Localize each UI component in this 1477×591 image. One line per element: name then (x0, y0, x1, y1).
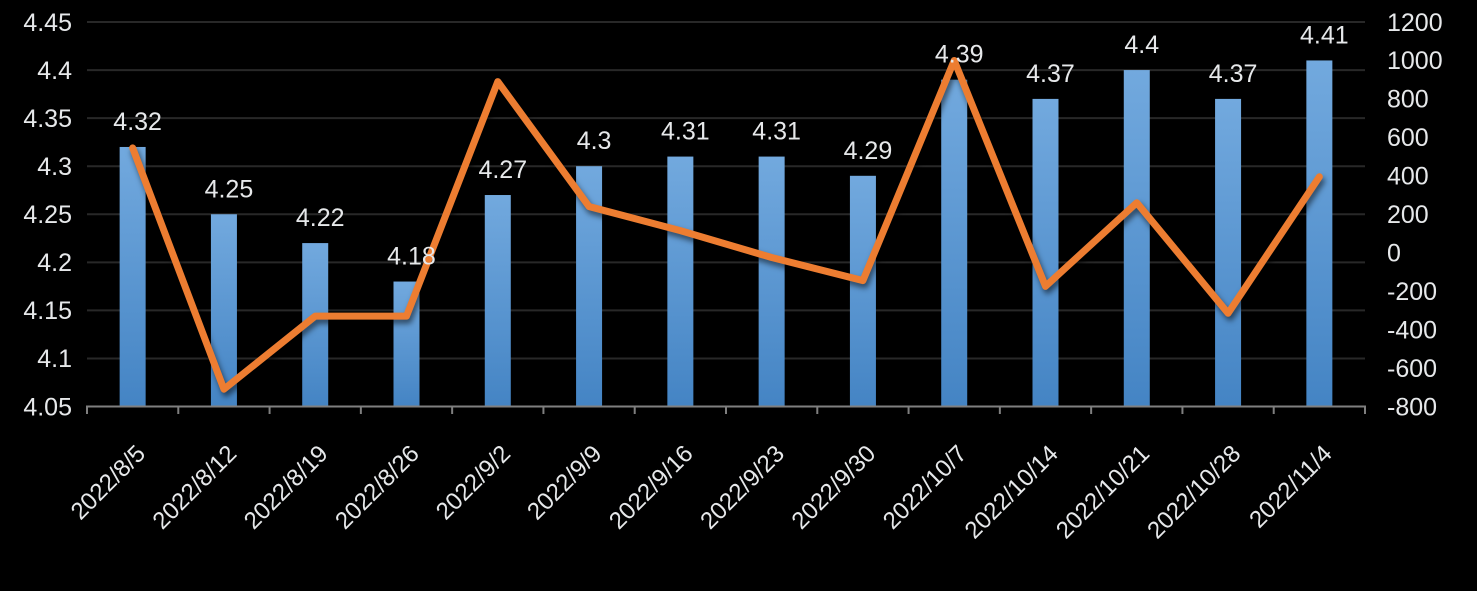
x-axis-tick-label: 2022/10/14 (960, 440, 1064, 544)
bar-data-label: 4.37 (1209, 60, 1258, 88)
left-axis-tick-label: 4.25 (23, 201, 72, 229)
x-axis-tick-label: 2022/8/26 (330, 440, 425, 535)
x-axis-tick-label: 2022/9/2 (431, 440, 516, 525)
right-axis-tick-label: 600 (1387, 124, 1429, 152)
right-axis-tick-label: 200 (1387, 201, 1429, 229)
bar (758, 156, 785, 407)
x-axis-tick-label: 2022/8/5 (66, 440, 151, 525)
bar (1123, 70, 1150, 407)
bar-data-label: 4.31 (752, 118, 801, 146)
line-series-path (129, 56, 1323, 393)
left-axis-tick-label: 4.35 (23, 105, 72, 133)
bar-data-label: 4.3 (577, 127, 612, 155)
bar-data-label: 4.4 (1124, 31, 1159, 59)
bar-data-label: 4.29 (844, 137, 893, 165)
left-axis-tick-label: 4.4 (37, 57, 72, 85)
bar-data-label: 4.18 (387, 243, 436, 271)
x-axis-tick-label: 2022/10/21 (1051, 440, 1155, 544)
bar-data-label: 4.25 (205, 175, 254, 203)
bar (1215, 98, 1242, 407)
right-axis-tick-label: 800 (1387, 86, 1429, 114)
bar (667, 156, 694, 407)
right-axis-tick-label: -600 (1387, 355, 1437, 383)
right-axis-tick-label: -200 (1387, 278, 1437, 306)
bar-data-label: 4.39 (935, 41, 984, 69)
left-axis-tick-label: 4.45 (23, 9, 72, 37)
x-axis-tick-label: 2022/8/12 (148, 440, 243, 535)
bar-data-label: 4.41 (1300, 21, 1349, 49)
bar (849, 175, 876, 407)
left-axis-tick-label: 4.2 (37, 249, 72, 277)
bar-data-label: 4.22 (296, 204, 345, 232)
right-axis-tick-label: -800 (1387, 393, 1437, 421)
right-axis-tick-label: 1200 (1387, 9, 1443, 37)
left-axis-tick-label: 4.05 (23, 393, 72, 421)
bar (484, 195, 511, 407)
x-axis-tick-label: 2022/9/16 (604, 440, 699, 535)
x-axis-tick-label: 2022/9/9 (522, 440, 607, 525)
x-axis-tick-label: 2022/11/4 (1244, 440, 1337, 533)
bar-data-label: 4.37 (1026, 60, 1075, 88)
right-axis-tick-label: 400 (1387, 163, 1429, 191)
x-axis-tick-label: 2022/9/23 (695, 440, 790, 535)
left-axis-tick-label: 4.3 (37, 153, 72, 181)
left-axis-tick-label: 4.1 (37, 345, 72, 373)
bar-data-label: 4.31 (661, 118, 710, 146)
x-axis-tick-label: 2022/10/7 (878, 440, 973, 535)
right-axis-tick-label: 0 (1387, 239, 1401, 267)
left-axis-tick-label: 4.15 (23, 297, 72, 325)
right-axis-tick-label: 1000 (1387, 47, 1443, 75)
x-axis-tick-label: 2022/10/28 (1142, 440, 1246, 544)
bar-data-label: 4.27 (478, 156, 527, 184)
bar (941, 79, 968, 407)
bar (1306, 60, 1333, 407)
bar (119, 146, 146, 407)
bar-data-label: 4.32 (113, 108, 162, 136)
x-axis-tick-label: 2022/9/30 (787, 440, 882, 535)
x-axis-tick-label: 2022/8/19 (239, 440, 334, 535)
right-axis-tick-label: -400 (1387, 316, 1437, 344)
bar (1032, 98, 1059, 407)
